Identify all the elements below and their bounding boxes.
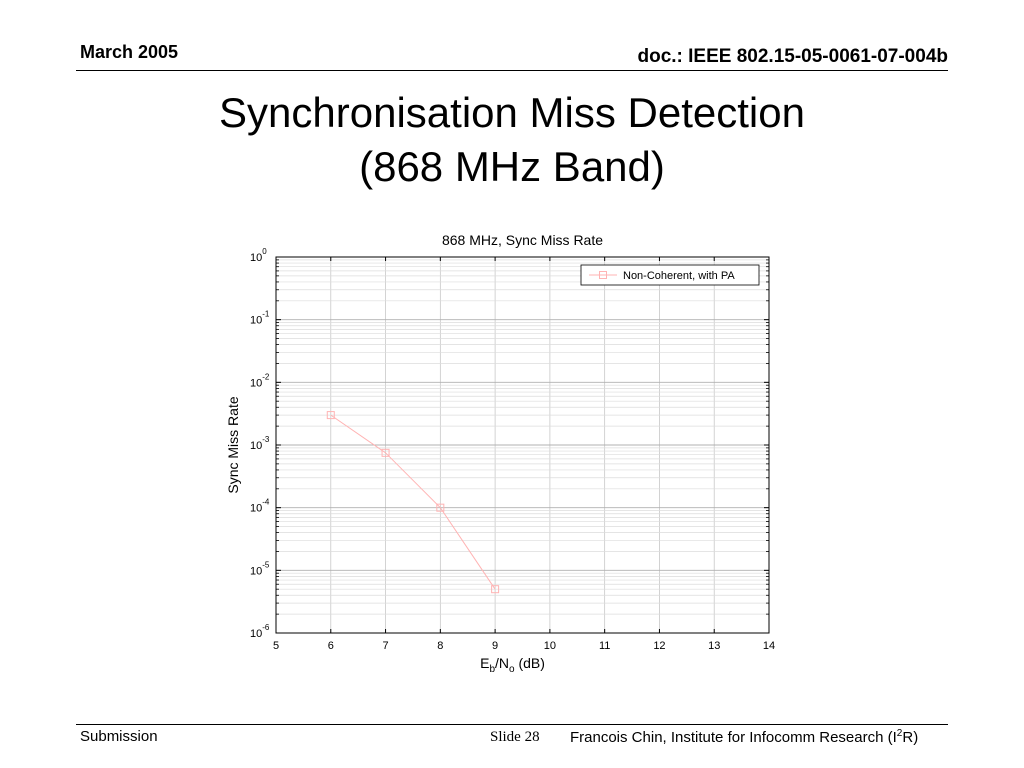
data-point-marker [381,448,390,457]
y-tick-label: 10-3 [250,435,270,452]
y-tick-label-exponent: -6 [262,623,270,632]
x-label-tail: (dB) [515,655,545,671]
x-tick-label: 11 [599,640,610,652]
x-tick-label: 8 [437,640,443,652]
chart-series [326,411,500,594]
y-tick-label-base: 10 [250,628,262,640]
x-tick-label: 5 [273,640,279,652]
chart-legend: Non-Coherent, with PA [580,264,760,286]
slide-title: Synchronisation Miss Detection (868 MHz … [0,86,1024,194]
sync-miss-rate-chart: 5 6 7 8 9 10 11 12 13 1410010-110-210-310-410-510… [225,232,775,675]
y-tick-label: 100 [250,247,267,264]
header-doc-id: doc.: IEEE 802.15-05-0061-07-004b [637,46,948,67]
slide-title-line2: (868 MHz Band) [359,143,665,190]
y-tick-label-base: 10 [250,315,262,327]
y-tick-label: 10-2 [250,372,270,389]
y-tick-label: 10-6 [250,623,270,640]
chart-title: 868 MHz, Sync Miss Rate [442,232,603,248]
y-tick-label-base: 10 [250,565,262,577]
y-tick-label-base: 10 [250,377,262,389]
y-tick-label: 10-4 [250,498,270,515]
footer-author-suffix: R) [902,729,919,746]
data-point-marker [491,585,500,594]
y-tick-label-exponent: -2 [262,372,270,381]
y-tick-label-exponent: 0 [262,247,267,256]
chart-ticks: 5 6 7 8 9 10 11 12 13 1410010-110-210-310-410-510… [250,247,775,652]
legend-box [580,264,760,286]
footer-submission: Submission [80,728,158,745]
footer-author: Francois Chin, Institute for Infocomm Re… [570,728,918,746]
chart-grid [275,256,770,634]
footer-rule [76,724,948,725]
x-tick-label: 13 [708,640,720,652]
series-line [330,414,496,590]
footer-author-sup: 2 [896,728,903,739]
x-tick-label: 7 [382,640,388,652]
slide-title-line1: Synchronisation Miss Detection [219,89,805,136]
footer-author-prefix: Francois Chin, Institute for Infocomm Re… [570,729,897,746]
y-tick-label: 10-5 [250,560,270,577]
legend-marker [599,271,607,279]
x-label-base: E [480,655,489,671]
header-date: March 2005 [80,42,179,62]
x-tick-label: 12 [653,640,665,652]
x-label-mid: /N [495,655,509,671]
y-tick-label-exponent: -1 [262,310,270,319]
data-point-marker [326,411,335,420]
x-tick-label: 6 [328,640,334,652]
y-tick-label-base: 10 [250,503,262,515]
y-tick-label-base: 10 [250,252,262,264]
x-tick-label: 10 [544,640,556,652]
x-axis-label: Eb/No (dB) [480,655,545,675]
x-label-sub1: b [489,664,495,675]
y-tick-label-exponent: -3 [262,435,270,444]
data-point-marker [436,503,445,512]
x-tick-label: 14 [763,640,775,652]
x-label-sub2: o [509,664,515,675]
y-tick-label-exponent: -5 [262,560,270,569]
y-axis-label: Sync Miss Rate [225,396,241,493]
y-tick-label-base: 10 [250,440,262,452]
header-rule [76,70,948,71]
legend-label: Non-Coherent, with PA [623,270,735,282]
x-tick-label: 9 [492,640,498,652]
y-tick-label: 10-1 [250,310,270,327]
y-tick-label-exponent: -4 [262,498,270,507]
footer-slide-number: Slide 28 [490,729,540,745]
